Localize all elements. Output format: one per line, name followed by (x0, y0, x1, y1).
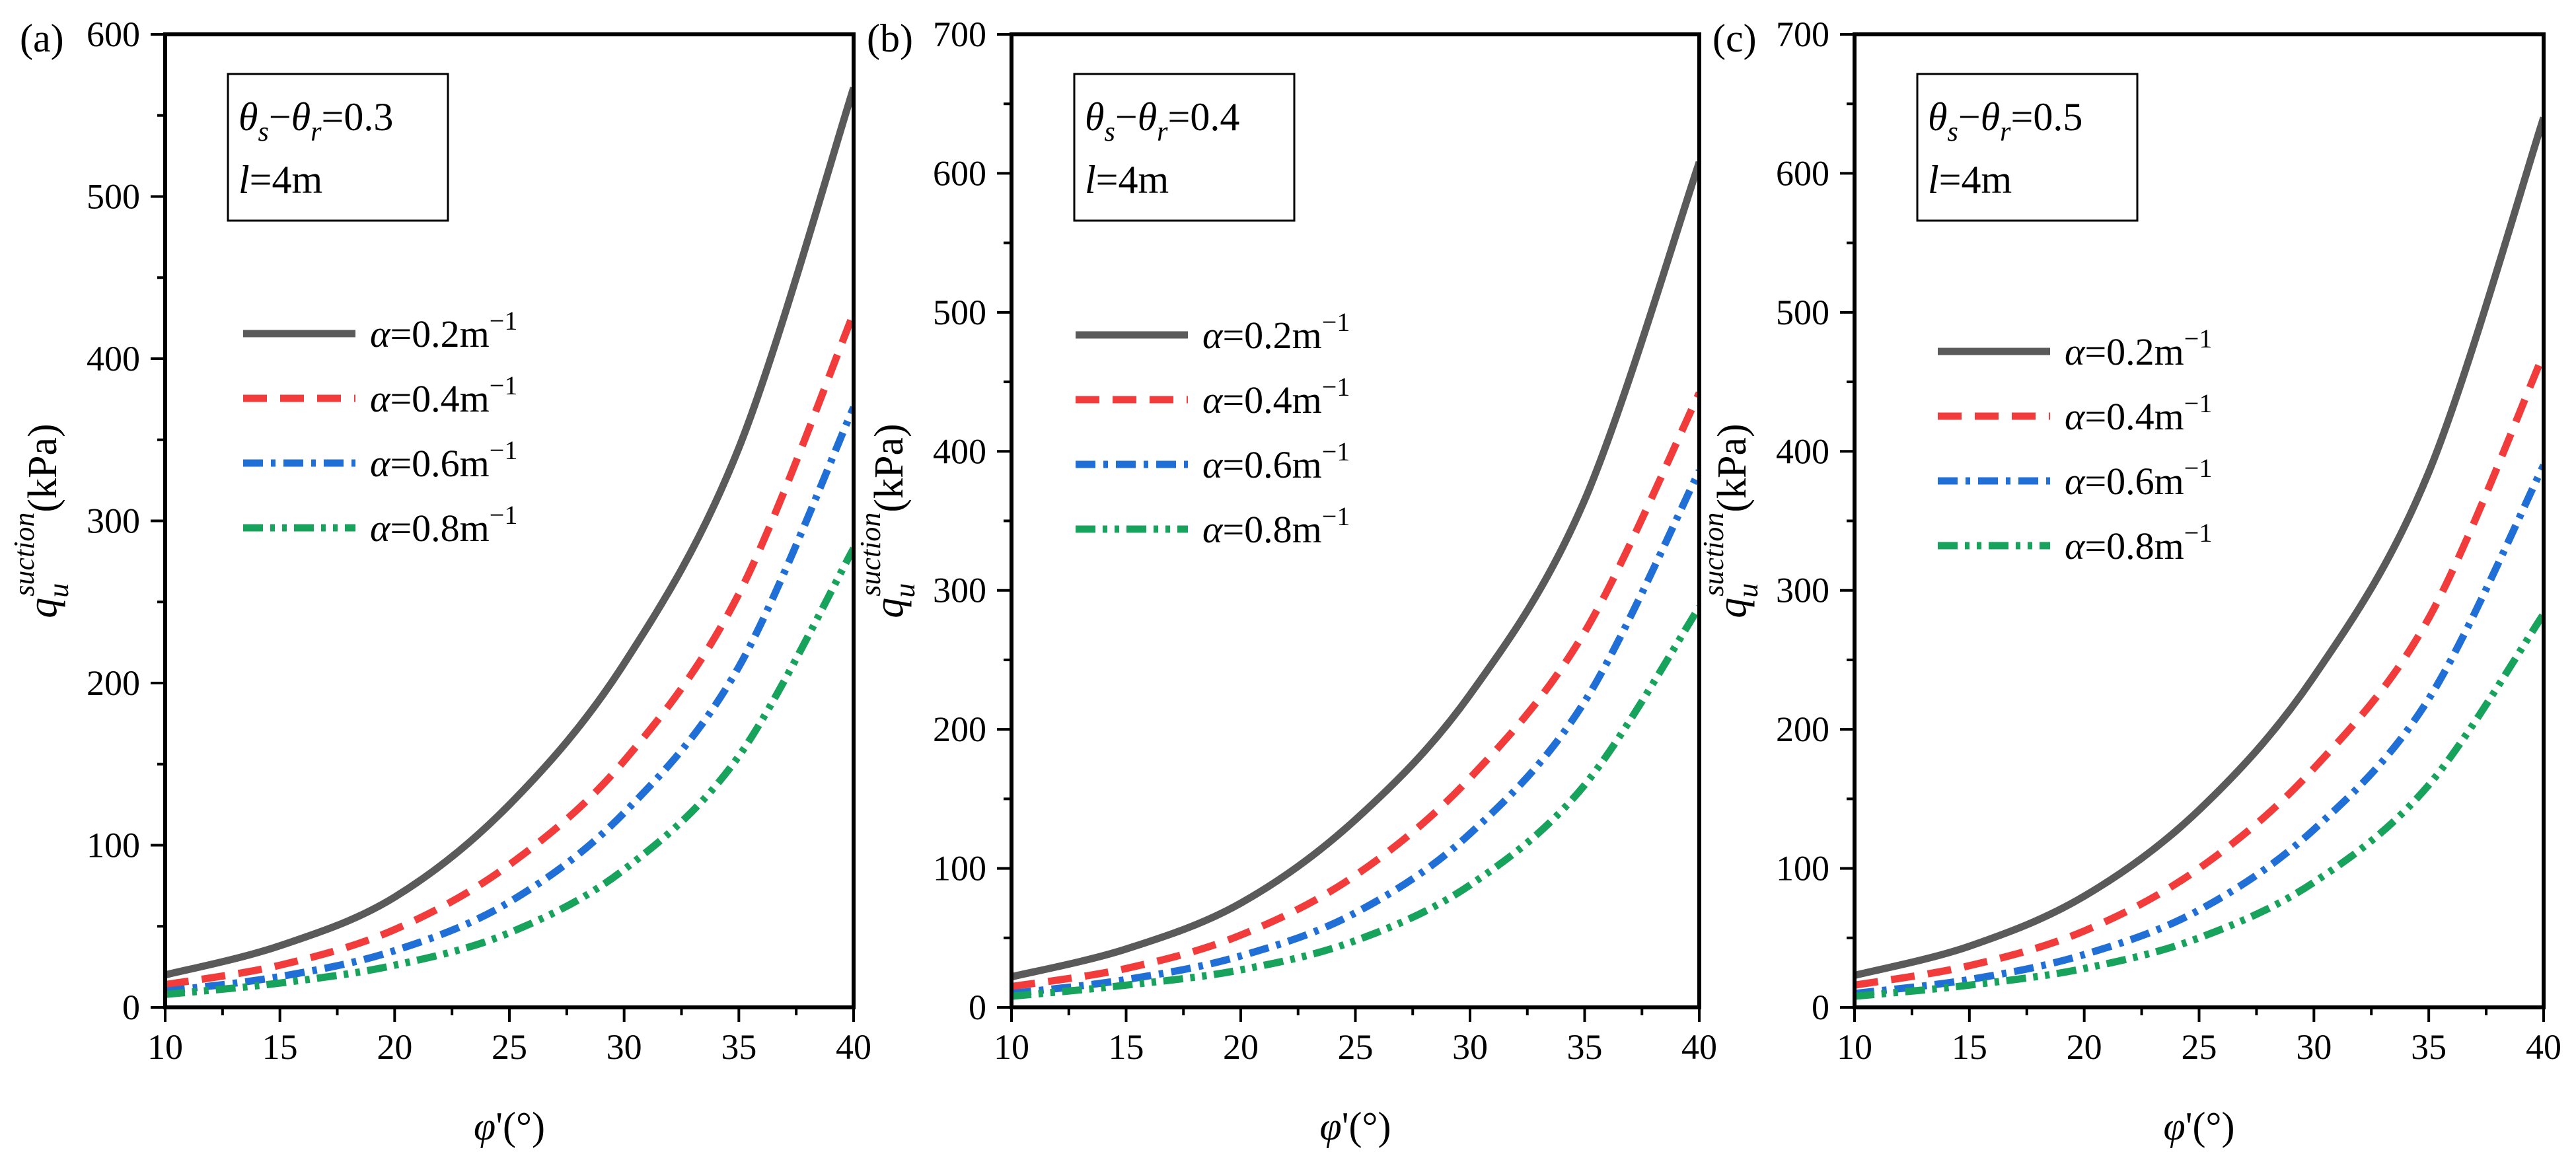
x-tick-label: 35 (2411, 1027, 2447, 1067)
plot-frame (1853, 32, 2546, 1009)
series-line-1 (1012, 161, 1699, 981)
y-tick-label: 300 (87, 501, 140, 541)
chart-panel-3: 10 15 20 25 30 35 400100200300400500600700(c)θ… (1697, 15, 2561, 1148)
series-line-3 (1855, 463, 2544, 997)
series-line-3 (165, 406, 854, 995)
x-tick-label: 10 (1837, 1027, 1872, 1067)
legend-label-1: α=0.2m−1 (1202, 307, 1350, 357)
x-tick-label: 10 (994, 1027, 1029, 1067)
x-tick-label: 30 (2296, 1027, 2332, 1067)
y-tick-label: 300 (1776, 571, 1829, 610)
legend-label-1: α=0.2m−1 (370, 306, 517, 355)
series-line-3 (1012, 469, 1699, 997)
panel-label: (b) (867, 17, 913, 60)
x-tick-label: 25 (1338, 1027, 1374, 1067)
legend-label-2: α=0.4m−1 (1202, 372, 1350, 421)
series-line-2 (1012, 391, 1699, 990)
legend-label-4: α=0.8m−1 (1202, 501, 1350, 551)
panel-label: (c) (1712, 17, 1757, 60)
x-tick-label: 10 (147, 1027, 183, 1067)
y-tick-label: 100 (1776, 849, 1829, 888)
y-tick-label: 500 (87, 177, 140, 217)
y-tick-label: 400 (933, 431, 986, 471)
theta-label: θs−θr=0.3 (239, 95, 393, 147)
legend-label-4: α=0.8m−1 (370, 500, 517, 550)
x-axis-title: φ'(°) (474, 1104, 545, 1148)
legend-label-3: α=0.6m−1 (370, 435, 517, 485)
y-tick-label: 0 (969, 988, 986, 1027)
x-tick-label: 40 (2526, 1027, 2561, 1067)
series-line-1 (1855, 116, 2544, 979)
x-axis-title: φ'(°) (1320, 1104, 1391, 1148)
y-tick-label: 100 (933, 849, 986, 888)
x-tick-label: 35 (721, 1027, 756, 1067)
series-line-2 (1855, 352, 2544, 989)
legend-label-1: α=0.2m−1 (2065, 324, 2212, 373)
theta-label: θs−θr=0.5 (1928, 95, 2082, 147)
info-box (1916, 73, 2139, 222)
y-tick-label: 200 (1776, 709, 1829, 749)
y-tick-label: 400 (87, 339, 140, 379)
y-tick-label: 700 (933, 15, 986, 54)
series-line-4 (1855, 612, 2544, 1000)
x-tick-label: 40 (1681, 1027, 1717, 1067)
y-tick-label: 400 (1776, 431, 1829, 471)
x-tick-label: 15 (262, 1027, 298, 1067)
theta-label: θs−θr=0.4 (1085, 95, 1239, 147)
y-tick-label: 100 (87, 826, 140, 865)
x-tick-label: 40 (836, 1027, 871, 1067)
x-tick-label: 35 (1567, 1027, 1603, 1067)
legend: α=0.2m−1 α=0.4m−1 α=0.6m−1 α=0.8m−1 (1938, 324, 2212, 567)
y-tick-label: 600 (87, 15, 140, 54)
x-tick-label: 20 (1223, 1027, 1259, 1067)
x-tick-label: 20 (377, 1027, 412, 1067)
y-axis-title: qusuction(kPa) (1697, 423, 1764, 618)
plot-frame (1010, 32, 1701, 1009)
y-tick-label: 600 (933, 153, 986, 193)
y-tick-label: 500 (933, 293, 986, 332)
y-tick-label: 500 (1776, 293, 1829, 332)
legend-label-4: α=0.8m−1 (2065, 518, 2212, 567)
x-tick-label: 30 (607, 1027, 642, 1067)
info-box (1073, 73, 1296, 222)
length-label: l=4m (1085, 158, 1169, 201)
y-tick-label: 700 (1776, 15, 1829, 54)
legend-label-2: α=0.4m−1 (370, 371, 517, 420)
legend-label-2: α=0.4m−1 (2065, 388, 2212, 438)
series-line-4 (1012, 604, 1699, 1000)
legend: α=0.2m−1 α=0.4m−1 α=0.6m−1 α=0.8m−1 (243, 306, 517, 550)
length-label: l=4m (1928, 158, 2012, 201)
legend-label-3: α=0.6m−1 (2065, 453, 2212, 503)
y-tick-label: 0 (122, 988, 140, 1027)
x-tick-label: 25 (492, 1027, 527, 1067)
legend-label-3: α=0.6m−1 (1202, 437, 1350, 486)
y-axis-title: qusuction(kPa) (8, 423, 75, 618)
x-tick-label: 30 (1452, 1027, 1488, 1067)
y-tick-label: 300 (933, 571, 986, 610)
x-axis-title: φ'(°) (2164, 1104, 2235, 1148)
legend: α=0.2m−1 α=0.4m−1 α=0.6m−1 α=0.8m−1 (1076, 307, 1350, 551)
y-tick-label: 600 (1776, 153, 1829, 193)
x-tick-label: 15 (1109, 1027, 1144, 1067)
plot-frame (163, 32, 856, 1009)
panel-label: (a) (20, 17, 64, 60)
chart-panel-2: 10 15 20 25 30 35 400100200300400500600700(b)θ… (854, 15, 1717, 1148)
y-tick-label: 200 (933, 709, 986, 749)
series-line-1 (165, 87, 854, 979)
x-tick-label: 15 (1952, 1027, 1987, 1067)
x-tick-label: 25 (2182, 1027, 2217, 1067)
x-tick-label: 20 (2067, 1027, 2102, 1067)
info-box (227, 73, 449, 222)
y-tick-label: 200 (87, 663, 140, 703)
length-label: l=4m (239, 158, 322, 201)
y-tick-label: 0 (1812, 988, 1829, 1027)
chart-panel-1: 10 15 20 25 30 35 400100200300400500600(a)θs−θ… (8, 15, 871, 1148)
series-line-4 (165, 546, 854, 998)
series-line-2 (165, 312, 854, 989)
y-axis-title: qusuction(kPa) (854, 423, 921, 618)
